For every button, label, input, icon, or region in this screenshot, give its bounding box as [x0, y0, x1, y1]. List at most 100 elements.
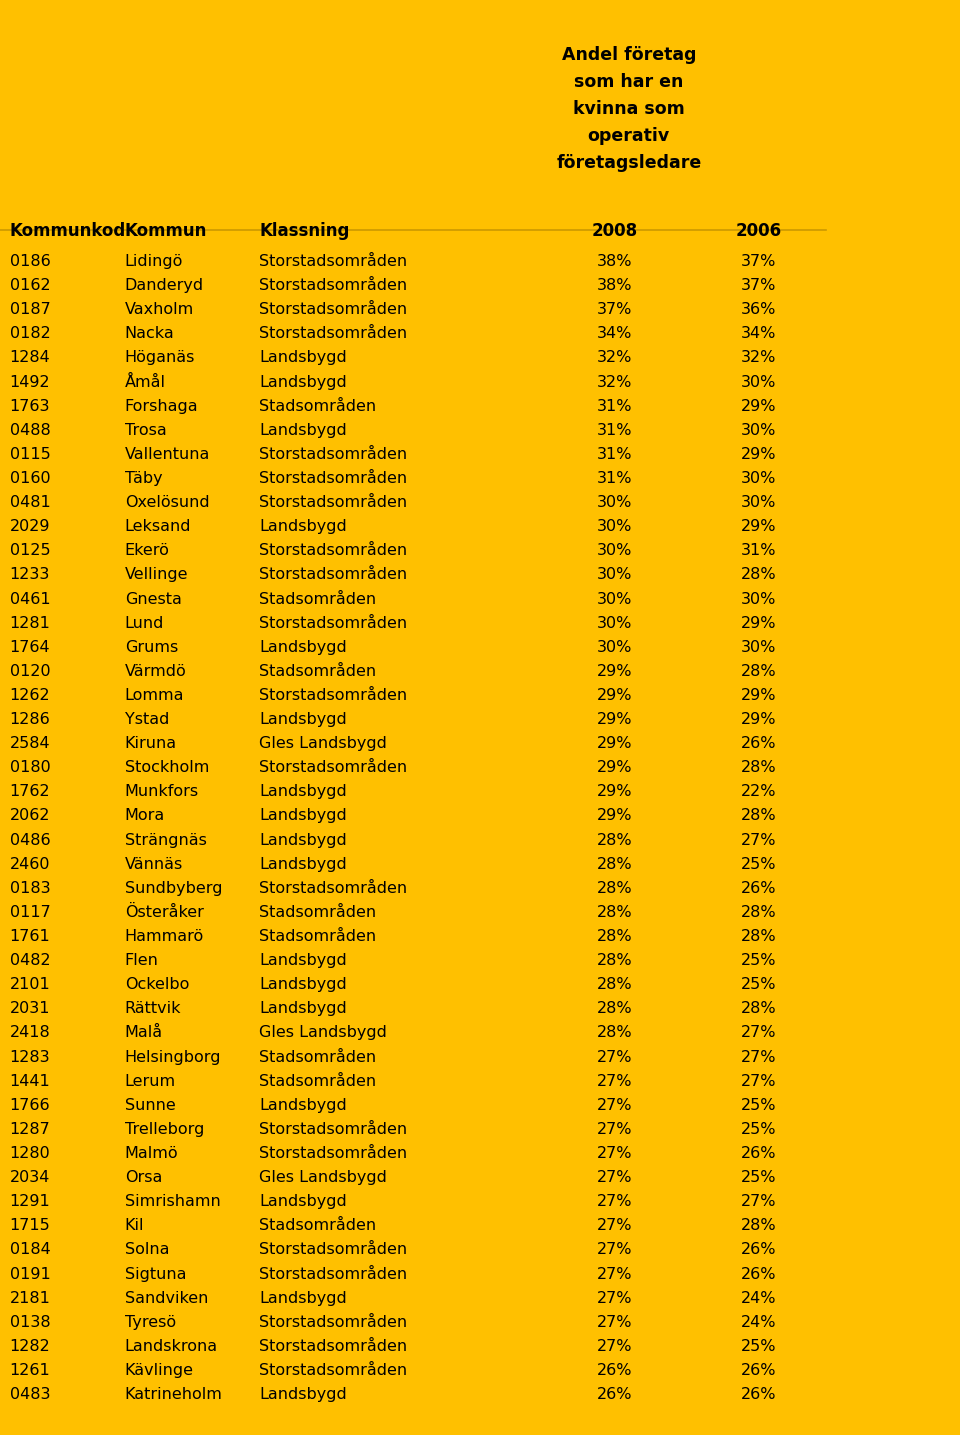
Text: Åmål: Åmål: [125, 375, 166, 389]
Text: Oxelösund: Oxelösund: [125, 495, 209, 509]
Text: 37%: 37%: [597, 303, 632, 317]
Text: 0162: 0162: [10, 278, 50, 293]
Text: Landsbygd: Landsbygd: [259, 423, 347, 438]
Text: Orsa: Orsa: [125, 1170, 162, 1185]
Text: 26%: 26%: [741, 1147, 776, 1161]
Text: Gles Landsbygd: Gles Landsbygd: [259, 1170, 387, 1185]
Text: Storstadsområden: Storstadsområden: [259, 278, 407, 293]
Text: 27%: 27%: [597, 1147, 632, 1161]
Text: Kiruna: Kiruna: [125, 736, 177, 751]
Text: 28%: 28%: [740, 761, 777, 775]
Text: 28%: 28%: [740, 1002, 777, 1016]
Text: Storstadsområden: Storstadsområden: [259, 567, 407, 583]
Text: Kommunkod: Kommunkod: [10, 222, 126, 241]
Text: 25%: 25%: [741, 977, 776, 992]
Text: 30%: 30%: [741, 471, 776, 486]
Text: 28%: 28%: [596, 977, 633, 992]
Text: 36%: 36%: [741, 303, 776, 317]
Text: 1492: 1492: [10, 375, 50, 389]
Text: 27%: 27%: [597, 1339, 632, 1353]
Text: 29%: 29%: [741, 519, 776, 534]
Text: 29%: 29%: [597, 808, 632, 824]
Text: Storstadsområden: Storstadsområden: [259, 303, 407, 317]
Text: 27%: 27%: [597, 1170, 632, 1185]
Text: Vaxholm: Vaxholm: [125, 303, 194, 317]
Text: 27%: 27%: [597, 1073, 632, 1089]
Text: Landsbygd: Landsbygd: [259, 1388, 347, 1402]
Text: 26%: 26%: [741, 1388, 776, 1402]
Text: Storstadsområden: Storstadsområden: [259, 1243, 407, 1257]
Text: Vellinge: Vellinge: [125, 567, 188, 583]
Text: 0486: 0486: [10, 832, 50, 848]
Text: 2101: 2101: [10, 977, 50, 992]
Text: 37%: 37%: [741, 278, 776, 293]
Text: Storstadsområden: Storstadsområden: [259, 446, 407, 462]
Text: 2460: 2460: [10, 857, 50, 871]
Text: 32%: 32%: [597, 350, 632, 366]
Text: Kil: Kil: [125, 1218, 144, 1233]
Text: 2031: 2031: [10, 1002, 50, 1016]
Text: Storstadsområden: Storstadsområden: [259, 1339, 407, 1353]
Text: Trosa: Trosa: [125, 423, 166, 438]
Text: 27%: 27%: [741, 1194, 776, 1210]
Text: 28%: 28%: [596, 905, 633, 920]
Text: 34%: 34%: [597, 326, 632, 342]
Text: Stadsområden: Stadsområden: [259, 905, 376, 920]
Text: 30%: 30%: [597, 640, 632, 654]
Text: 27%: 27%: [597, 1098, 632, 1112]
Text: Sunne: Sunne: [125, 1098, 176, 1112]
Text: 27%: 27%: [741, 1026, 776, 1040]
Text: Hammarö: Hammarö: [125, 928, 204, 944]
Text: Klassning: Klassning: [259, 222, 349, 241]
Text: Solna: Solna: [125, 1243, 169, 1257]
Text: Andel företag
som har en
kvinna som
operativ
företagsledare: Andel företag som har en kvinna som oper…: [556, 46, 702, 172]
Text: 1280: 1280: [10, 1147, 50, 1161]
Text: 25%: 25%: [741, 1339, 776, 1353]
Text: 2062: 2062: [10, 808, 50, 824]
Text: Ystad: Ystad: [125, 712, 169, 728]
Text: 1441: 1441: [10, 1073, 50, 1089]
Text: Storstadsområden: Storstadsområden: [259, 761, 407, 775]
Text: 31%: 31%: [597, 399, 632, 413]
Text: 30%: 30%: [741, 591, 776, 607]
Text: Malå: Malå: [125, 1026, 163, 1040]
Text: 26%: 26%: [741, 1363, 776, 1378]
Text: 30%: 30%: [741, 640, 776, 654]
Text: 26%: 26%: [741, 1267, 776, 1281]
Text: 2034: 2034: [10, 1170, 50, 1185]
Text: Gles Landsbygd: Gles Landsbygd: [259, 1026, 387, 1040]
Text: 1761: 1761: [10, 928, 50, 944]
Text: 27%: 27%: [741, 832, 776, 848]
Text: 30%: 30%: [741, 495, 776, 509]
Text: 27%: 27%: [597, 1218, 632, 1233]
Text: 0138: 0138: [10, 1314, 50, 1330]
Text: 1287: 1287: [10, 1122, 50, 1137]
Text: 1763: 1763: [10, 399, 50, 413]
Text: 28%: 28%: [740, 664, 777, 679]
Text: 24%: 24%: [741, 1314, 776, 1330]
Text: Kävlinge: Kävlinge: [125, 1363, 194, 1378]
Text: Storstadsområden: Storstadsområden: [259, 326, 407, 342]
Text: 0120: 0120: [10, 664, 50, 679]
Text: Landsbygd: Landsbygd: [259, 1098, 347, 1112]
Text: 27%: 27%: [597, 1243, 632, 1257]
Text: 29%: 29%: [597, 687, 632, 703]
Text: Danderyd: Danderyd: [125, 278, 204, 293]
Text: Stadsområden: Stadsområden: [259, 591, 376, 607]
Text: 2029: 2029: [10, 519, 50, 534]
Text: 0183: 0183: [10, 881, 50, 895]
Text: 27%: 27%: [597, 1122, 632, 1137]
Text: Stadsområden: Stadsområden: [259, 664, 376, 679]
Text: 26%: 26%: [597, 1388, 632, 1402]
Text: 0488: 0488: [10, 423, 50, 438]
Text: Landsbygd: Landsbygd: [259, 1194, 347, 1210]
Text: 29%: 29%: [597, 761, 632, 775]
Text: 0186: 0186: [10, 254, 50, 268]
Text: Landsbygd: Landsbygd: [259, 1002, 347, 1016]
Text: 29%: 29%: [741, 616, 776, 630]
Text: Lomma: Lomma: [125, 687, 184, 703]
Text: 29%: 29%: [741, 712, 776, 728]
Text: 38%: 38%: [597, 278, 632, 293]
Text: 1282: 1282: [10, 1339, 50, 1353]
Text: Gnesta: Gnesta: [125, 591, 181, 607]
